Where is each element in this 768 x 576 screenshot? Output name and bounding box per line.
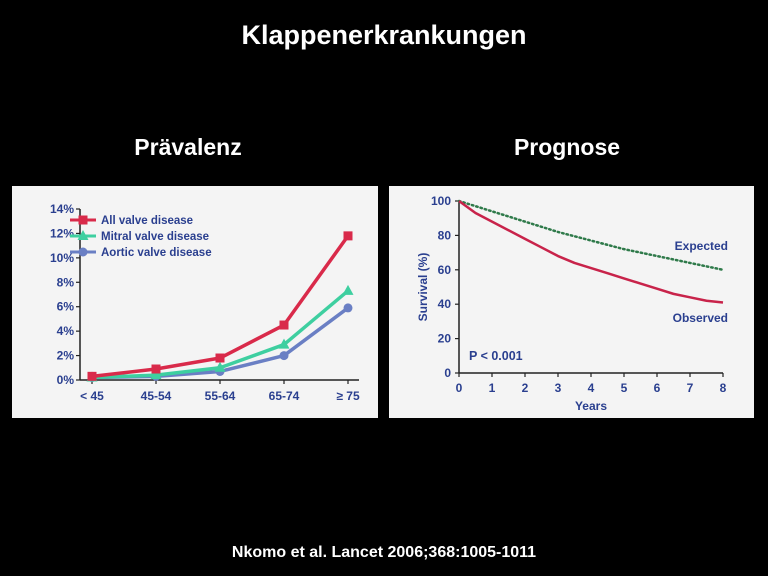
prognosis-heading: Prognose — [513, 134, 621, 160]
legend-marker — [78, 247, 88, 257]
data-point — [215, 353, 225, 363]
legend-marker — [77, 230, 89, 240]
data-point — [278, 338, 290, 349]
data-point — [150, 369, 162, 380]
prevalence-heading: Prävalenz — [134, 134, 242, 160]
x-tick-label: 0 — [456, 381, 463, 395]
citation: Nkomo et al. Lancet 2006;368:1005-1011 — [231, 544, 537, 561]
x-tick-label: ≥ 75 — [336, 389, 360, 403]
y-tick-label: 60 — [438, 263, 452, 277]
prognosis-chart: 0 20 40 60 80 100 0 1 2 3 4 5 6 7 8 Years Survival (%) Ex… — [416, 194, 728, 413]
x-tick-label: < 45 — [80, 389, 104, 403]
prevalence-chart-panel: 0% 2% 4% 6% 8% 10% 12% 14% < 45 45-54 55-64 65-74 ≥ … — [12, 186, 378, 418]
x-tick-label: 2 — [522, 381, 529, 395]
data-point — [342, 284, 354, 295]
y-tick-label: 12% — [50, 226, 74, 240]
series-label-expected: Expected — [675, 239, 728, 253]
p-value-annotation: P < 0.001 — [469, 349, 523, 363]
prevalence-chart: 0% 2% 4% 6% 8% 10% 12% 14% < 45 45-54 55-64 65-74 ≥ … — [50, 202, 360, 403]
y-tick-label: 80 — [438, 228, 452, 242]
x-tick-label: 8 — [720, 381, 727, 395]
prognosis-chart-panel: 0 20 40 60 80 100 0 1 2 3 4 5 6 7 8 Years Survival (%) Ex… — [389, 186, 754, 418]
x-tick-label: 55-64 — [205, 389, 236, 403]
series-label-observed: Observed — [673, 311, 728, 325]
legend-label: Mitral valve disease — [101, 231, 209, 243]
y-tick-label: 14% — [50, 202, 74, 216]
y-tick-label: 8% — [57, 275, 75, 289]
x-tick-label: 5 — [621, 381, 628, 395]
data-point — [279, 320, 289, 330]
data-point — [343, 303, 353, 313]
x-tick-label: 45-54 — [141, 389, 172, 403]
y-tick-label: 40 — [438, 297, 452, 311]
x-tick-label: 1 — [489, 381, 496, 395]
legend-marker — [78, 215, 88, 225]
slide-title: Klappenerkrankungen — [241, 20, 527, 50]
data-point — [87, 371, 97, 381]
series-line-expected — [457, 199, 725, 272]
data-point — [151, 364, 161, 374]
x-tick-label: 3 — [555, 381, 562, 395]
y-tick-label: 20 — [438, 332, 452, 346]
data-point — [343, 231, 353, 241]
y-tick-label: 4% — [57, 324, 75, 338]
x-axis-label: Years — [575, 399, 607, 413]
x-tick-label: 65-74 — [269, 389, 300, 403]
y-tick-label: 0% — [57, 373, 75, 387]
y-tick-label: 10% — [50, 251, 74, 265]
legend-label: Aortic valve disease — [101, 247, 212, 259]
x-tick-label: 7 — [687, 381, 694, 395]
y-tick-label: 100 — [431, 194, 451, 208]
y-tick-label: 0 — [444, 366, 451, 380]
x-tick-label: 4 — [588, 381, 595, 395]
legend-label: All valve disease — [101, 215, 193, 227]
x-tick-label: 6 — [654, 381, 661, 395]
y-tick-label: 2% — [57, 349, 75, 363]
series-line-observed — [458, 199, 724, 304]
y-tick-label: 6% — [57, 300, 75, 314]
data-point — [279, 351, 289, 361]
data-point — [214, 361, 226, 372]
y-axis-label: Survival (%) — [416, 253, 430, 322]
